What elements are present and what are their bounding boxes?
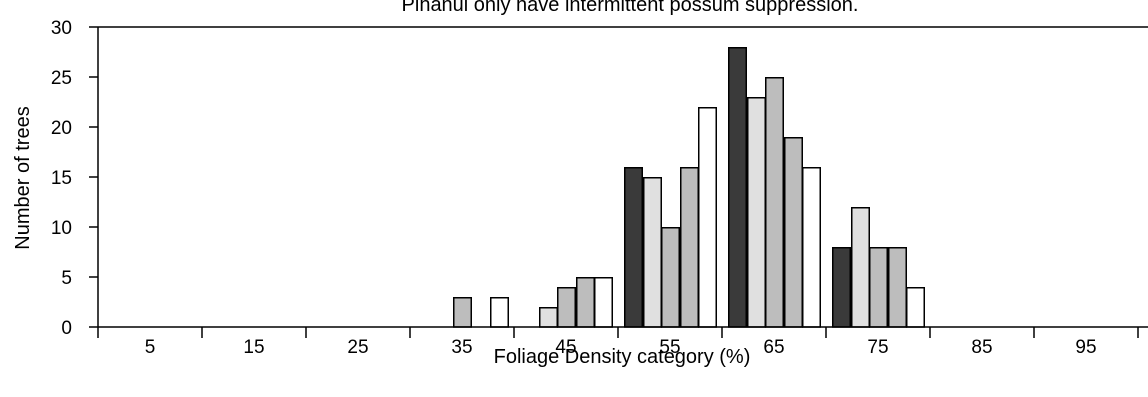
y-tick-label: 5 — [61, 268, 72, 289]
bar-s5-45 — [594, 277, 613, 328]
x-tick-label: 15 — [243, 337, 264, 358]
bar-s3-45 — [557, 287, 576, 328]
bar-s2-45 — [539, 307, 558, 328]
bar-s4-75 — [888, 247, 907, 328]
y-ticks: 0 5 10 15 20 25 30 — [51, 18, 98, 339]
x-tick-label: 55 — [659, 337, 680, 358]
bar-s3-75 — [869, 247, 888, 328]
y-tick-label: 25 — [51, 68, 72, 89]
x-tick-label: 35 — [451, 337, 472, 358]
bar-s5-55 — [698, 107, 717, 328]
bar-s2-55 — [643, 177, 662, 328]
x-ticks: 5 15 25 35 45 55 65 75 85 95 — [97, 327, 1139, 358]
bar-s3-35 — [453, 297, 472, 328]
bar-s4-55 — [680, 167, 699, 328]
bar-s5-75 — [906, 287, 925, 328]
x-tick-label: 65 — [763, 337, 784, 358]
bar-s2-75 — [851, 207, 870, 328]
bar-s1-65 — [728, 47, 747, 328]
bar-s2-65 — [747, 97, 766, 328]
x-tick-label: 95 — [1075, 337, 1096, 358]
y-tick-label: 0 — [61, 318, 72, 339]
bar-s5-35 — [490, 297, 509, 328]
x-tick-label: 75 — [867, 337, 888, 358]
x-tick-label: 25 — [347, 337, 368, 358]
bar-s5-65 — [802, 167, 821, 328]
bar-s4-65 — [784, 137, 803, 328]
x-tick-label: 5 — [145, 337, 156, 358]
y-tick-label: 15 — [51, 168, 72, 189]
x-tick-label: 45 — [555, 337, 576, 358]
y-tick-label: 20 — [51, 118, 72, 139]
x-tick-label: 85 — [971, 337, 992, 358]
bars-group — [453, 47, 925, 328]
y-tick-label: 30 — [51, 18, 72, 39]
y-tick-label: 10 — [51, 218, 72, 239]
bar-s1-75 — [832, 247, 851, 328]
chart-title: Pihanui only have intermittent possum su… — [402, 0, 859, 16]
y-axis-label: Number of trees — [12, 106, 34, 249]
bar-s3-55 — [661, 227, 680, 328]
bar-s3-65 — [765, 77, 784, 328]
bar-s4-45 — [576, 277, 595, 328]
x-axis-label: Foliage Density category (%) — [494, 346, 751, 368]
bar-s1-55 — [624, 167, 643, 328]
